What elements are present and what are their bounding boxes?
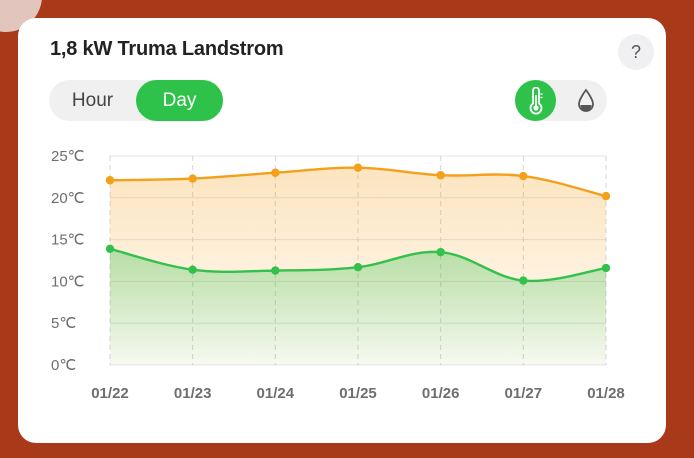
card-title: 1,8 kW Truma Landstrom [50,38,284,60]
temperature-button[interactable] [515,80,556,121]
series-1-point [519,171,528,181]
y-tick-label: 5℃ [51,315,76,332]
y-tick-label: 10℃ [51,273,85,290]
y-tick-label: 0℃ [51,357,76,374]
series-2-point [188,265,197,274]
x-tick-label: 01/23 [174,385,212,402]
x-axis-labels: 01/22 01/23 01/24 01/25 01/26 01/27 01/28 [91,385,625,402]
x-tick-label: 01/25 [339,385,377,402]
series-2-point [436,247,445,257]
y-tick-label: 20℃ [51,190,85,207]
metric-toggle [515,80,607,121]
series-2-point [601,263,611,273]
series-1-point [188,174,197,183]
y-tick-label: 15℃ [51,232,85,249]
x-tick-label: 01/24 [257,385,295,402]
series-1-point [436,171,445,180]
temperature-chart: 0℃5℃10℃15℃20℃25℃ 01/22 01/23 01/24 01/25 01/… [51,148,625,402]
series-1-point [105,176,115,185]
chart-points [105,163,611,285]
series-1-point [353,163,363,172]
series-area-2 [110,248,606,365]
series-2-point [353,262,363,272]
humidity-button[interactable] [565,80,606,121]
range-option-day[interactable]: Day [136,80,223,121]
thermometer-icon [529,86,542,114]
y-axis-labels: 0℃ 5℃ 10℃ 15℃ 20℃ 25℃ [51,148,85,374]
range-toggle: Hour Day [49,80,223,121]
x-tick-label: 01/26 [422,385,460,402]
series-2-point [519,276,528,285]
humidity-drop-icon [577,88,594,112]
x-tick-label: 01/27 [505,385,543,402]
x-tick-label: 01/28 [587,385,625,402]
help-button[interactable]: ? [618,34,654,70]
series-1-point [601,191,611,201]
range-option-hour[interactable]: Hour [71,89,114,111]
chart-card: 1,8 kW Truma Landstrom ? Hour Day [18,18,666,443]
series-2-point [105,244,115,253]
series-1-point [271,168,280,177]
y-tick-label: 25℃ [51,148,85,165]
help-icon: ? [630,41,641,62]
x-tick-label: 01/22 [91,385,129,402]
series-2-point [271,266,280,275]
